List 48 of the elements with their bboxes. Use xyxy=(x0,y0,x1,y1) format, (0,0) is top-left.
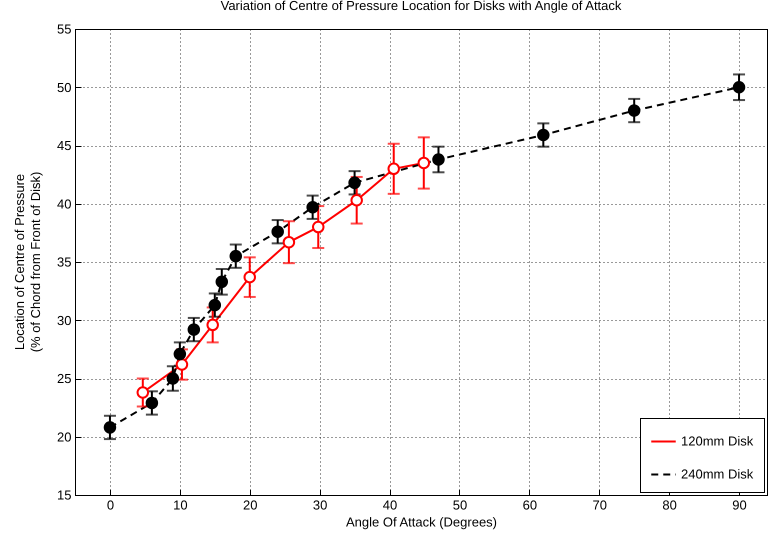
legend-label: 120mm Disk xyxy=(681,434,754,448)
point xyxy=(732,81,746,94)
y-tick-label: 35 xyxy=(57,254,72,270)
point xyxy=(166,372,180,385)
y-axis-title: Location of Centre of Pressure (% of Chord from Front of Disk) xyxy=(12,172,43,352)
x-tick-label: 30 xyxy=(312,498,328,512)
x-tick-label: 60 xyxy=(522,498,538,512)
point xyxy=(174,348,186,360)
point xyxy=(348,176,361,190)
point xyxy=(271,225,284,238)
point xyxy=(206,318,219,332)
point xyxy=(188,323,200,336)
y-tick-label: 30 xyxy=(57,312,72,328)
point xyxy=(282,236,296,248)
x-tick-label: 40 xyxy=(382,498,398,512)
legend-label: 240mm Disk xyxy=(681,466,754,482)
x-tick-label: 20 xyxy=(243,498,258,512)
y-tick-label: 20 xyxy=(57,429,72,444)
y-tick-label: 55 xyxy=(57,22,72,36)
chart-title: Variation of Centre of Pressure Location for Disks with Angle of Attack xyxy=(220,0,622,13)
x-tick-label: 0 xyxy=(106,498,114,512)
point xyxy=(537,128,550,142)
x-tick-label: 90 xyxy=(732,498,747,512)
point xyxy=(306,201,319,214)
point xyxy=(387,162,400,176)
x-tick-label: 50 xyxy=(452,498,468,512)
point xyxy=(230,250,242,262)
x-axis-title: Angle Of Attack (Degrees) xyxy=(346,514,498,530)
y-tick-label: 15 xyxy=(57,488,72,502)
y-tick-label: 25 xyxy=(57,371,72,386)
x-tick-label: 80 xyxy=(662,498,677,512)
point xyxy=(216,276,228,288)
y-tick-label: 40 xyxy=(57,196,72,212)
point xyxy=(146,396,158,410)
point xyxy=(418,156,430,170)
x-tick-label: 10 xyxy=(173,498,188,512)
point xyxy=(350,194,363,206)
point xyxy=(312,220,324,234)
point xyxy=(244,270,256,284)
point xyxy=(432,153,445,166)
y-tick-label: 50 xyxy=(57,80,72,95)
point xyxy=(628,104,640,117)
point xyxy=(136,386,150,399)
point xyxy=(104,421,116,434)
point xyxy=(176,358,188,371)
x-tick-label: 70 xyxy=(592,498,607,512)
y-tick-label: 45 xyxy=(57,138,72,153)
point xyxy=(208,298,222,312)
